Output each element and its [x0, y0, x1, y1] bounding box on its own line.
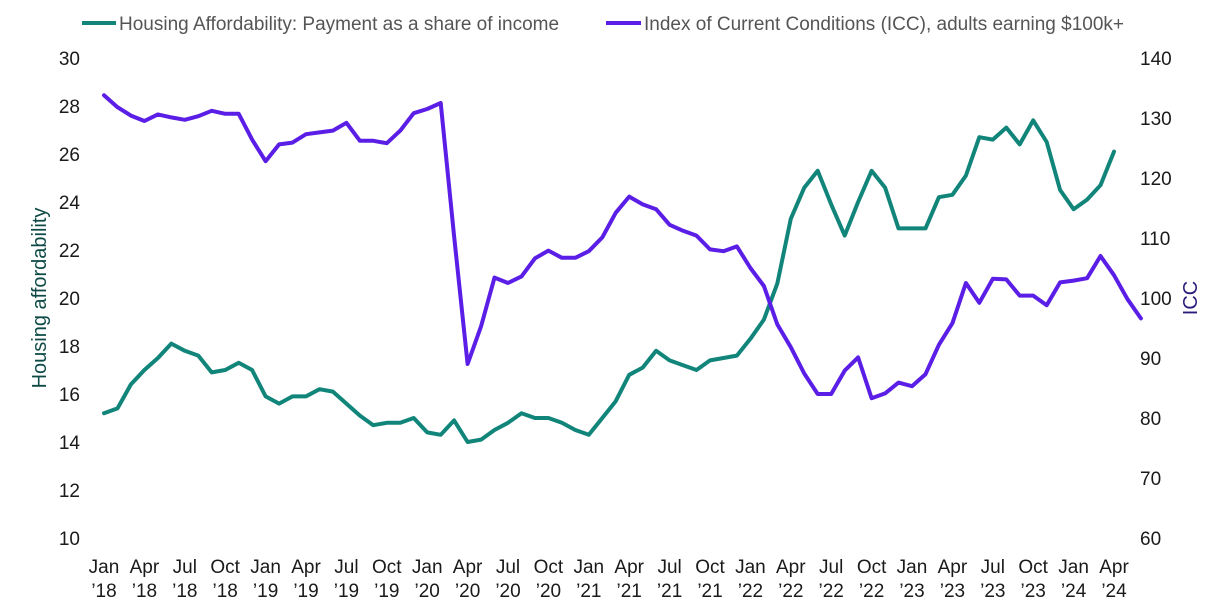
- x-tick-year: ’23: [1021, 581, 1046, 602]
- x-tick-month: Jul: [819, 557, 843, 578]
- x-tick-month: Jul: [981, 557, 1005, 578]
- x-tick-year: ’24: [1101, 581, 1127, 602]
- left-tick-label: 20: [59, 289, 80, 310]
- x-tick-month: Jan: [1058, 557, 1089, 578]
- x-tick-year: ’23: [899, 581, 924, 602]
- x-tick-year: ’22: [778, 581, 803, 602]
- right-tick-label: 130: [1140, 109, 1172, 130]
- right-tick-label: 90: [1140, 349, 1161, 370]
- legend: Housing Affordability: Payment as a shar…: [82, 14, 1124, 35]
- x-tick-month: Apr: [1099, 557, 1129, 578]
- x-tick-month: Apr: [453, 557, 483, 578]
- x-tick-year: ’23: [940, 581, 965, 602]
- left-tick-label: 14: [59, 433, 81, 454]
- left-tick-label: 22: [59, 241, 80, 262]
- left-tick-label: 24: [59, 193, 81, 214]
- x-tick-year: ’20: [455, 581, 480, 602]
- x-tick-month: Jul: [173, 557, 197, 578]
- x-tick-year: ’19: [253, 581, 278, 602]
- left-tick-label: 16: [59, 385, 80, 406]
- x-tick-month: Apr: [130, 557, 160, 578]
- x-tick-month: Apr: [614, 557, 644, 578]
- x-tick-year: ’22: [859, 581, 884, 602]
- x-tick-month: Oct: [1018, 557, 1048, 578]
- x-tick-year: ’18: [213, 581, 238, 602]
- x-tick-month: Jan: [250, 557, 281, 578]
- series-line-affordability: [102, 118, 1116, 444]
- x-tick-month: Jan: [573, 557, 604, 578]
- x-tick-month: Jul: [496, 557, 520, 578]
- right-axis-label: ICC: [1180, 281, 1202, 315]
- x-tick-month: Jul: [657, 557, 681, 578]
- right-tick-label: 80: [1140, 409, 1161, 430]
- x-tick-year: ’20: [495, 581, 520, 602]
- x-tick-month: Oct: [534, 557, 564, 578]
- legend-item-affordability: Housing Affordability: Payment as a shar…: [82, 14, 559, 35]
- x-tick-month: Apr: [776, 557, 806, 578]
- left-axis-label: Housing affordability: [29, 208, 51, 389]
- x-tick-year: ’22: [819, 581, 844, 602]
- series-layer: [102, 93, 1143, 444]
- x-tick-month: Jan: [412, 557, 443, 578]
- left-tick-label: 12: [59, 481, 80, 502]
- left-tick-label: 26: [59, 145, 80, 166]
- x-tick-month: Jan: [89, 557, 120, 578]
- x-tick-year: ’20: [415, 581, 440, 602]
- legend-label-affordability: Housing Affordability: Payment as a shar…: [119, 14, 559, 35]
- x-tick-year: ’20: [536, 581, 561, 602]
- x-tick-year: ’18: [132, 581, 157, 602]
- x-tick-year: ’21: [697, 581, 722, 602]
- left-tick-label: 28: [59, 97, 80, 118]
- x-axis-ticks: Jan ’18 Apr ’18 Jul ’18 Oct ’18 Jan ’19 Apr ’19 Jul ’…: [89, 557, 1130, 602]
- left-tick-label: 18: [59, 337, 80, 358]
- x-tick-year: ’19: [334, 581, 359, 602]
- legend-item-icc: Index of Current Conditions (ICC), adult…: [606, 14, 1124, 35]
- legend-label-icc: Index of Current Conditions (ICC), adult…: [644, 14, 1124, 35]
- left-axis-ticks: 10 12 14 16 18 20 22 24 26 28 30: [59, 49, 81, 550]
- x-tick-month: Apr: [291, 557, 321, 578]
- x-tick-year: ’19: [374, 581, 399, 602]
- right-tick-label: 100: [1140, 289, 1172, 310]
- series-line-icc: [102, 93, 1143, 401]
- x-tick-month: Jan: [897, 557, 928, 578]
- x-tick-year: ’24: [1061, 581, 1087, 602]
- left-tick-label: 30: [59, 49, 80, 70]
- x-tick-year: ’21: [576, 581, 601, 602]
- right-axis-ticks: 60 70 80 90 100 110 120 130 140: [1140, 49, 1172, 550]
- x-tick-month: Oct: [372, 557, 402, 578]
- x-tick-year: ’21: [657, 581, 682, 602]
- x-tick-year: ’23: [980, 581, 1005, 602]
- right-tick-label: 70: [1140, 469, 1161, 490]
- right-tick-label: 60: [1140, 529, 1161, 550]
- x-tick-month: Oct: [210, 557, 240, 578]
- x-tick-year: ’18: [172, 581, 197, 602]
- right-tick-label: 140: [1140, 49, 1172, 70]
- x-tick-month: Jul: [334, 557, 358, 578]
- x-tick-year: ’18: [91, 581, 116, 602]
- x-tick-month: Apr: [938, 557, 968, 578]
- x-tick-month: Jan: [735, 557, 766, 578]
- x-tick-year: ’22: [738, 581, 763, 602]
- x-tick-month: Oct: [857, 557, 887, 578]
- x-tick-year: ’19: [293, 581, 318, 602]
- x-tick-year: ’21: [617, 581, 642, 602]
- x-tick-month: Oct: [695, 557, 725, 578]
- right-tick-label: 110: [1140, 229, 1170, 250]
- right-tick-label: 120: [1140, 169, 1172, 190]
- left-tick-label: 10: [59, 529, 80, 550]
